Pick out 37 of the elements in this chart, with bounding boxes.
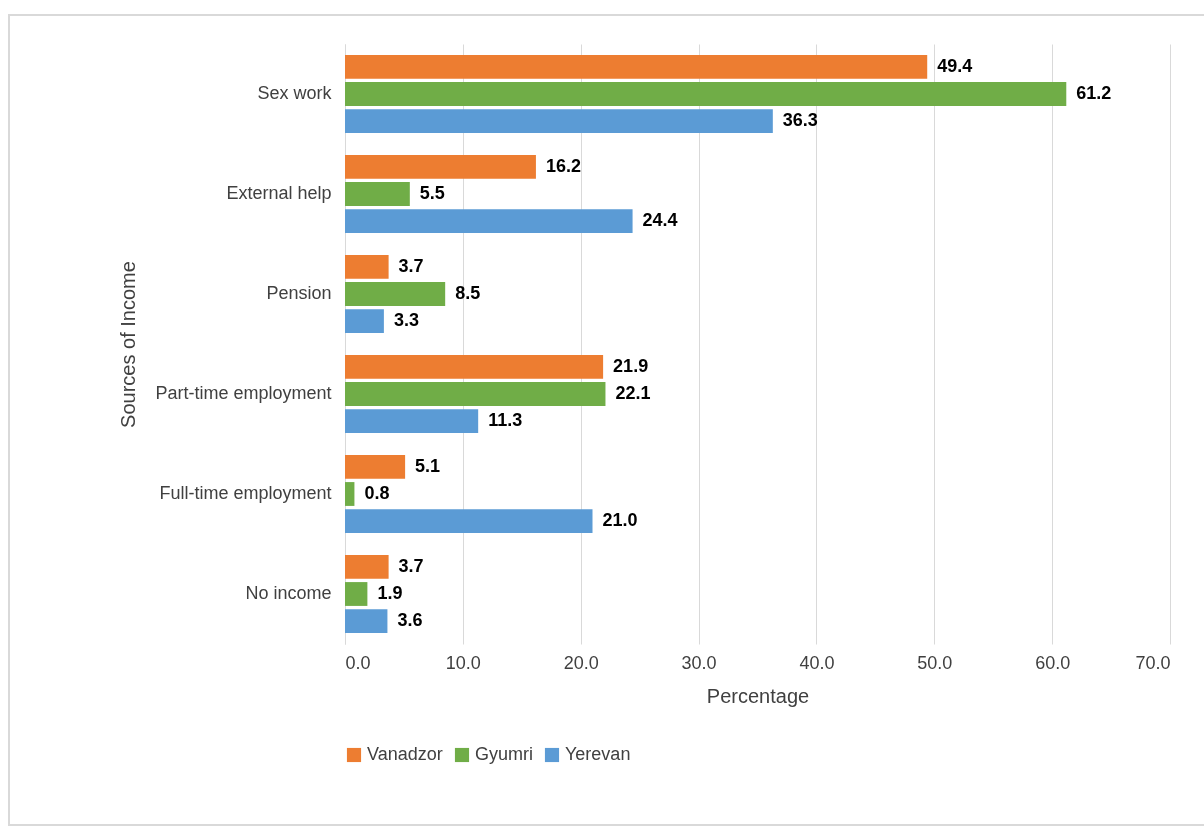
data-label: 24.4	[642, 210, 678, 231]
x-tick-label: 10.0	[445, 652, 481, 673]
data-label: 11.3	[488, 410, 523, 431]
data-label: 22.1	[615, 383, 651, 403]
y-tick-label: Pension	[266, 283, 332, 303]
x-tick-label: 70.0	[1135, 652, 1171, 673]
legend-label: Vanadzor	[367, 744, 443, 764]
data-label: 21.9	[613, 355, 649, 376]
y-tick-label: Sex work	[257, 83, 333, 103]
data-label: 5.5	[419, 183, 445, 203]
data-label: 3.3	[393, 310, 419, 331]
x-tick-label: 0.0	[345, 652, 371, 673]
data-label: 5.1	[415, 455, 441, 476]
x-tick-label: 60.0	[1035, 652, 1071, 673]
data-label: 0.8	[364, 483, 390, 503]
x-tick-label: 40.0	[799, 652, 835, 673]
data-label: 1.9	[377, 583, 403, 603]
data-label: 8.5	[455, 283, 481, 303]
y-tick-label: External help	[226, 183, 332, 203]
y-axis-title: Sources of Income	[117, 261, 140, 428]
data-label: 49.4	[937, 55, 973, 76]
data-label: 3.7	[398, 555, 424, 576]
x-tick-label: 50.0	[917, 652, 953, 673]
legend-label: Gyumri	[475, 744, 533, 764]
x-tick-label: 20.0	[563, 652, 599, 673]
data-label: 21.0	[602, 510, 638, 531]
y-tick-label: No income	[245, 583, 332, 603]
data-label: 61.2	[1076, 83, 1112, 103]
data-label: 3.7	[398, 255, 424, 276]
data-label: 36.3	[782, 110, 818, 131]
legend-label: Yerevan	[565, 744, 631, 764]
y-tick-label: Part-time employment	[155, 383, 332, 403]
x-tick-label: 30.0	[681, 652, 717, 673]
y-tick-label: Full-time employment	[159, 483, 332, 503]
data-label: 3.6	[397, 610, 423, 631]
data-label: 16.2	[545, 155, 581, 176]
x-axis-title: Percentage	[706, 684, 810, 707]
